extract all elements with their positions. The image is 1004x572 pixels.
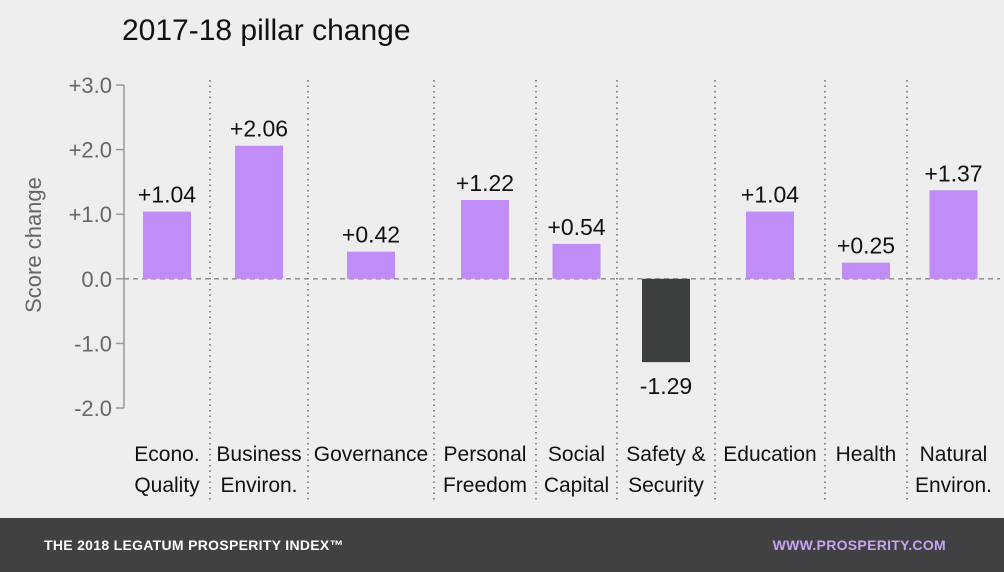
category-label: Social <box>548 443 605 466</box>
category-label: Econo. <box>134 443 199 466</box>
category-label: Governance <box>314 443 428 466</box>
y-tick-label: +2.0 <box>69 138 112 163</box>
category-label: Capital <box>544 474 609 497</box>
bar <box>746 211 794 279</box>
bar <box>461 199 509 279</box>
footer-website-link[interactable]: WWW.PROSPERITY.COM <box>772 537 946 553</box>
bar-value-label: +0.42 <box>342 222 400 248</box>
bar <box>235 145 283 279</box>
bar <box>552 243 601 279</box>
bar <box>842 262 890 279</box>
bar-value-label: +0.25 <box>837 233 895 259</box>
category-label: Safety & <box>626 443 705 466</box>
y-tick-label: +3.0 <box>69 73 112 98</box>
y-tick-label: 0.0 <box>81 267 112 292</box>
y-axis-label: Score change <box>21 177 46 313</box>
y-tick-label: -2.0 <box>74 396 112 421</box>
bar-value-label: -1.29 <box>640 373 692 399</box>
bar-value-label: +1.04 <box>138 182 196 208</box>
bar <box>642 278 690 363</box>
bar <box>347 251 395 279</box>
category-label: Natural <box>920 443 988 466</box>
bar <box>929 190 978 279</box>
footer-index-title: THE 2018 LEGATUM PROSPERITY INDEX™ <box>44 537 344 553</box>
bar-value-label: +1.04 <box>741 182 799 208</box>
bar-value-label: +0.54 <box>547 214 605 240</box>
y-tick-label: -1.0 <box>74 331 112 356</box>
category-label: Personal <box>444 443 527 466</box>
category-label: Environ. <box>220 474 297 497</box>
category-label: Freedom <box>443 474 527 497</box>
category-label: Quality <box>134 474 200 497</box>
category-label: Business <box>216 443 301 466</box>
pillar-change-chart: 2017-18 pillar change Score change +3.0 +2.… <box>21 14 1000 500</box>
bar-value-label: +1.22 <box>456 170 514 196</box>
bar-value-label: +2.06 <box>230 116 288 142</box>
category-label: Health <box>836 443 897 466</box>
bar <box>143 211 191 279</box>
chart-title: 2017-18 pillar change <box>122 14 411 47</box>
y-tick-label: +1.0 <box>69 202 112 227</box>
category-label: Education <box>723 443 816 466</box>
bar-value-label: +1.37 <box>924 160 982 186</box>
category-label: Security <box>628 474 704 497</box>
footer-bar: THE 2018 LEGATUM PROSPERITY INDEX™ WWW.P… <box>0 518 1004 572</box>
category-label: Environ. <box>915 474 992 497</box>
